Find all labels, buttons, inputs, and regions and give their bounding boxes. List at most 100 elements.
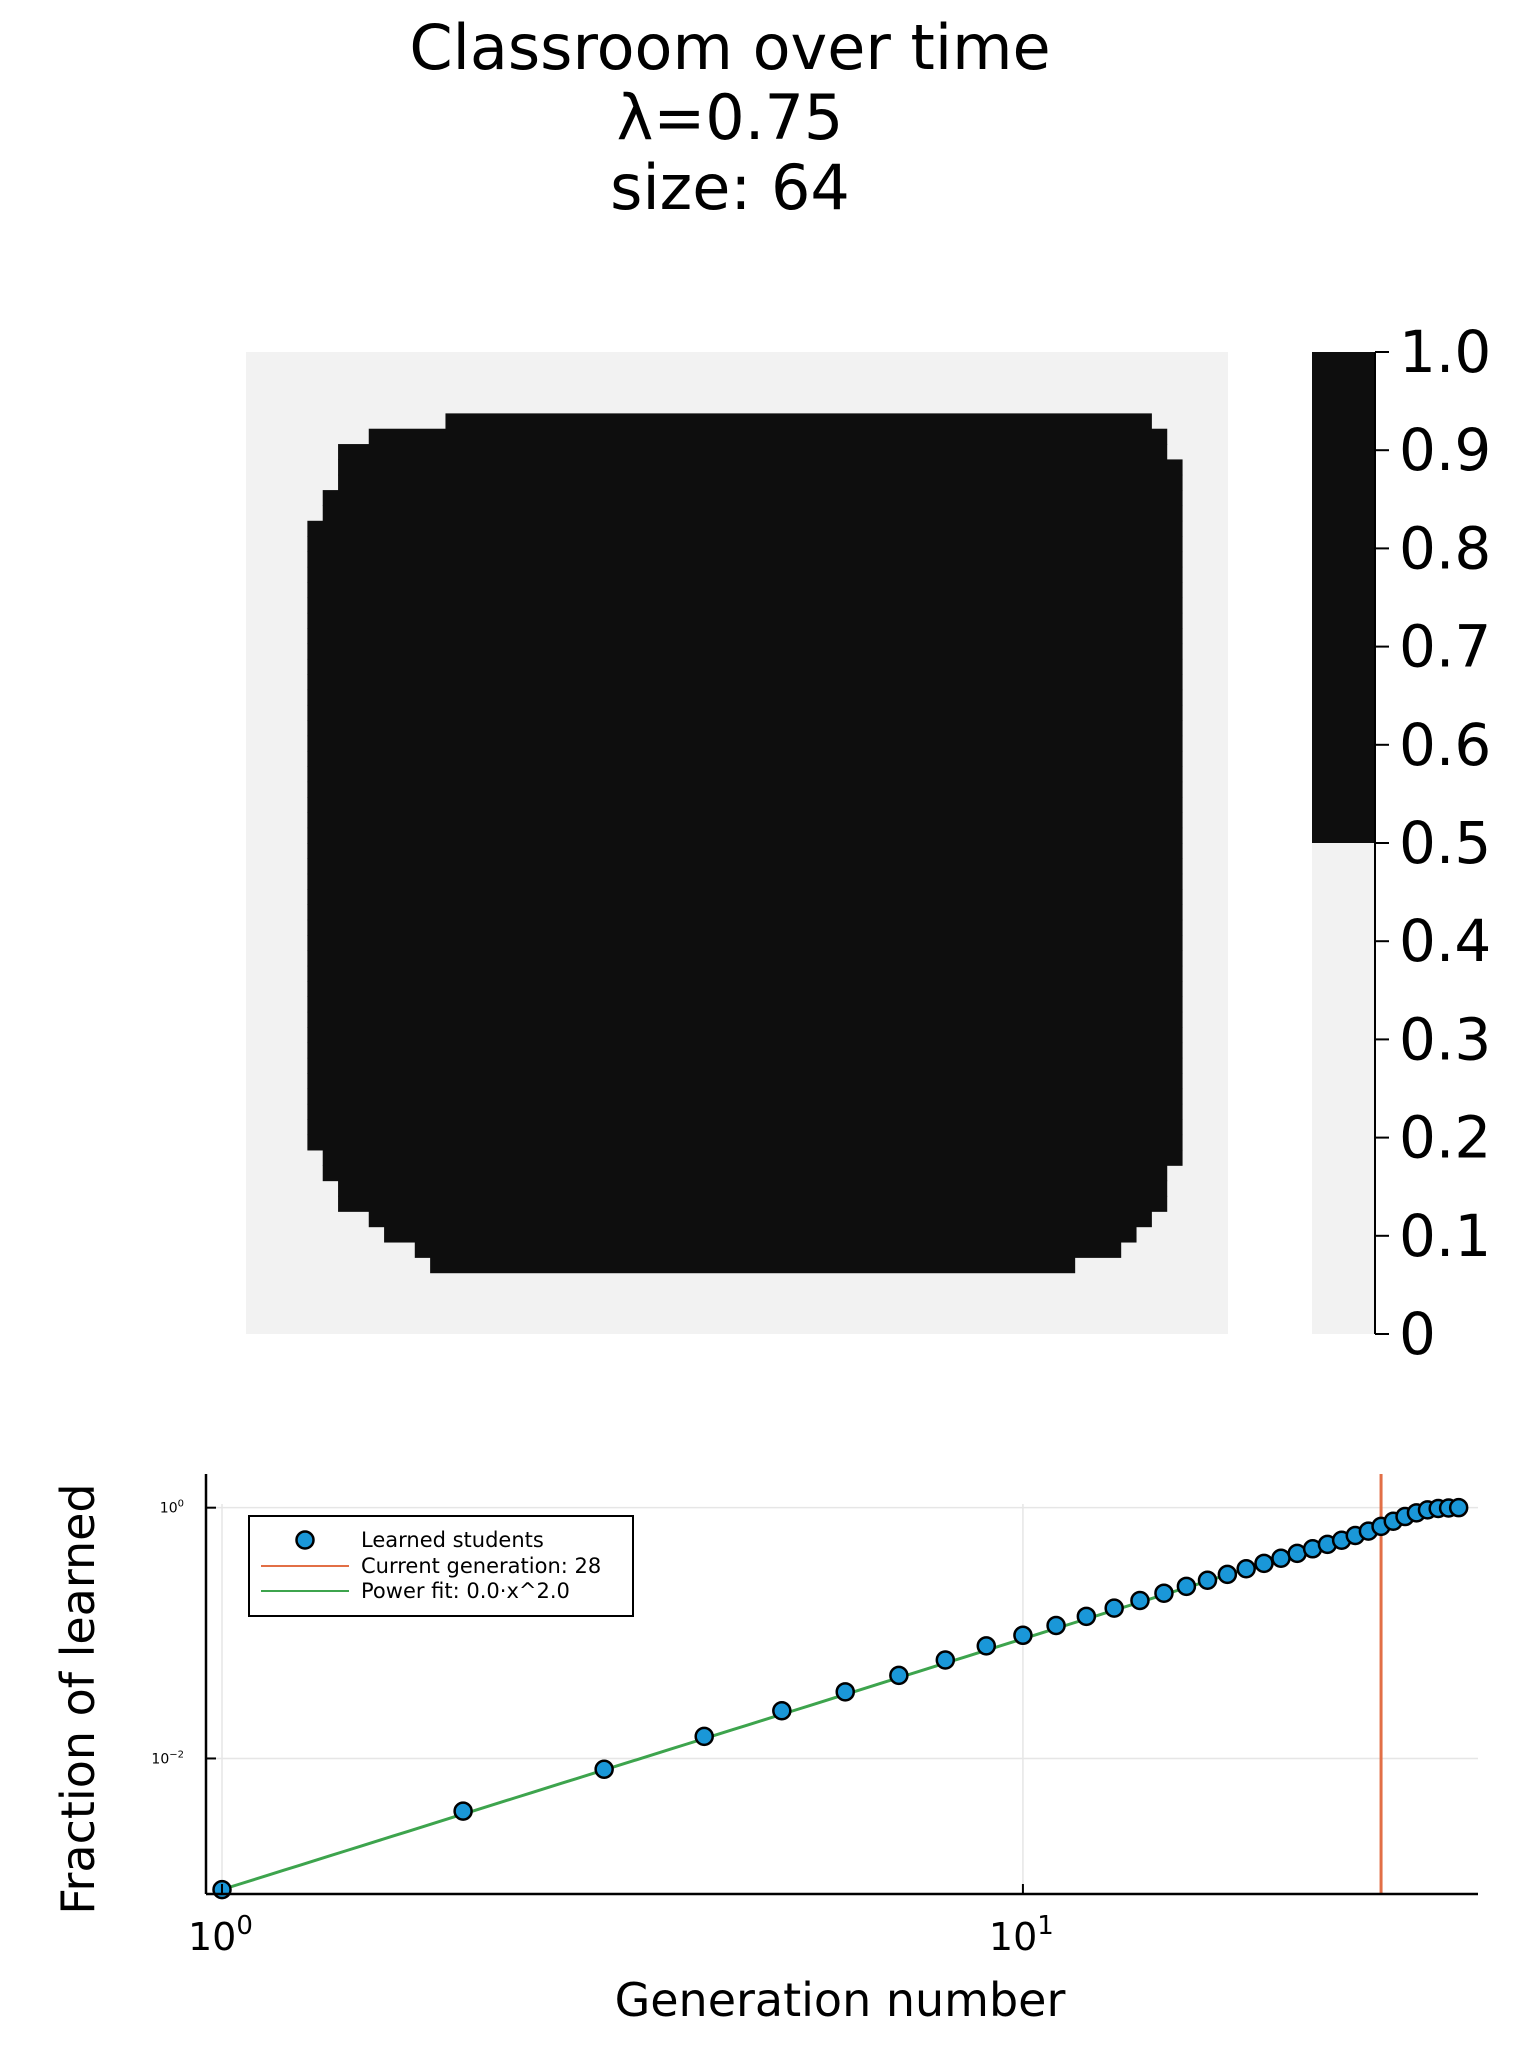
chart-title-line-2: λ=0.75 (616, 81, 844, 154)
heatmap-row-cells (307, 1073, 1183, 1090)
heatmap-row-cells (307, 551, 1183, 568)
legend-label: Power fit: 0.0·x^2.0 (361, 1579, 570, 1603)
x-axis-label: Generation number (615, 1973, 1066, 2027)
heatmap-row-cells (322, 505, 1183, 522)
heatmap-row-cells (307, 827, 1183, 844)
colorbar-tick-label: 0.1 (1399, 1202, 1491, 1270)
learned-students-point (1076, 1606, 1097, 1627)
colorbar-tick-label: 1.0 (1399, 318, 1491, 386)
colorbar-low-segment (1312, 843, 1375, 1334)
colorbar-tick-label: 0.3 (1399, 1005, 1491, 1073)
chart-title-line-3: size: 64 (610, 151, 850, 224)
colorbar-tick-label: 0 (1399, 1300, 1436, 1368)
heatmap-row-cells (307, 781, 1183, 798)
heatmap-row-cells (307, 582, 1183, 599)
learned-students-point (694, 1726, 714, 1747)
learned-students-point (1236, 1558, 1256, 1579)
heatmap-row-cells (307, 919, 1183, 936)
scatter-panel: 100 101 100 10−2 Generation number Fraction o… (51, 1474, 1478, 2027)
heatmap-row-cells (307, 1088, 1183, 1105)
learned-students-point (1176, 1576, 1197, 1597)
heatmap-row-cells (307, 1027, 1183, 1044)
heatmap-row-cells (307, 889, 1183, 905)
learned-students-point (1448, 1497, 1469, 1518)
learned-students-point (976, 1636, 997, 1656)
heatmap-row-cells (307, 796, 1183, 813)
heatmap-panel: 0 0.1 0.2 0.3 0.4 0.5 0.6 0.7 0.8 0.9 1.0 (246, 318, 1491, 1368)
heatmap-row-cells (338, 459, 1183, 476)
learned-students-point (1217, 1564, 1238, 1585)
heatmap-row-cells (307, 904, 1183, 921)
heatmap-row-cells (307, 1042, 1183, 1059)
learned-students-point (453, 1801, 473, 1821)
heatmap-row-cells (307, 996, 1183, 1013)
heatmap-row-cells (338, 474, 1183, 491)
heatmap-row-cells (307, 597, 1183, 614)
heatmap-row-cells (307, 843, 1183, 859)
heatmap-row-cells (338, 444, 1168, 460)
learned-students-point (1254, 1553, 1274, 1574)
learned-students-point (1271, 1548, 1291, 1569)
learned-students-point (889, 1665, 909, 1686)
heatmap-row-cells (338, 1195, 1168, 1212)
learned-students-point (1104, 1598, 1124, 1618)
learned-students-point (772, 1701, 792, 1721)
heatmap-row-cells (307, 520, 1183, 537)
colorbar-tick-label: 0.2 (1399, 1104, 1491, 1172)
heatmap-row-cells (307, 689, 1183, 706)
heatmap-row-cells (430, 1257, 1076, 1274)
heatmap-row-cells (338, 1180, 1168, 1197)
heatmap-row-cells (307, 1103, 1183, 1120)
heatmap-row-cells (368, 428, 1168, 445)
heatmap-row-cells (307, 981, 1183, 998)
learned-students-point (594, 1759, 614, 1780)
heatmap-row-cells (307, 935, 1183, 951)
learned-students-point (835, 1682, 855, 1702)
heatmap-row-cells (307, 1011, 1183, 1028)
heatmap-row-cells (307, 628, 1183, 645)
colorbar-high-segment (1312, 352, 1375, 843)
chart-title-line-1: Classroom over time (409, 11, 1051, 84)
learned-students-point (1197, 1570, 1218, 1590)
learned-students-point (1046, 1615, 1066, 1636)
heatmap-row-cells (307, 1119, 1183, 1136)
legend-marker-learned-students (295, 1530, 315, 1550)
heatmap-row-cells (307, 720, 1183, 737)
colorbar-tick-label: 0.4 (1399, 907, 1491, 975)
learned-students-point (935, 1650, 956, 1670)
heatmap-row-cells (414, 1241, 1122, 1258)
heatmap-row-cells (322, 490, 1183, 507)
heatmap-row-cells (445, 413, 1152, 430)
x-tick-label: 101 (989, 1911, 1054, 1959)
y-tick-label: 100 (160, 1499, 184, 1517)
x-tick-label: 100 (188, 1911, 253, 1959)
heatmap-row-cells (322, 1165, 1168, 1182)
heatmap-row-cells (384, 1226, 1137, 1243)
heatmap-row-cells (307, 643, 1183, 660)
learned-students-point (1130, 1590, 1150, 1611)
legend-label: Current generation: 28 (361, 1554, 601, 1578)
heatmap-row-cells (307, 950, 1183, 967)
colorbar-tick-label: 0.7 (1399, 613, 1491, 681)
heatmap-row-cells (307, 658, 1183, 675)
heatmap-row-cells (307, 766, 1183, 783)
colorbar-tick-label: 0.6 (1399, 711, 1491, 779)
heatmap-row-cells (368, 1211, 1152, 1228)
heatmap-row-cells (322, 1149, 1183, 1166)
heatmap-row-cells (307, 965, 1183, 982)
heatmap-row-cells (307, 812, 1183, 829)
heatmap-row-cells (307, 612, 1183, 629)
heatmap-row-cells (307, 750, 1183, 767)
heatmap-row-cells (307, 674, 1183, 691)
heatmap-row-cells (307, 566, 1183, 583)
legend-label: Learned students (361, 1528, 544, 1552)
colorbar-tick-label: 0.5 (1399, 809, 1491, 877)
heatmap-row-cells (307, 858, 1183, 875)
colorbar-tick-label: 0.8 (1399, 514, 1491, 582)
colorbar-tick-label: 0.9 (1399, 416, 1491, 484)
heatmap-row-cells (307, 735, 1183, 752)
heatmap-row-cells (307, 704, 1183, 721)
y-axis-label: Fraction of learned (51, 1483, 105, 1914)
heatmap-row-cells (307, 1134, 1183, 1151)
